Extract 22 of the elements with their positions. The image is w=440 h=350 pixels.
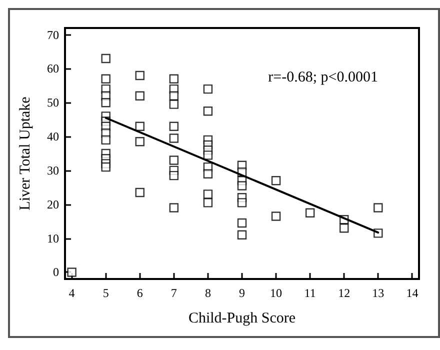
y-tick-label: 10 xyxy=(47,231,59,246)
x-tick-label: 6 xyxy=(136,286,143,300)
x-tick-label: 10 xyxy=(270,286,282,300)
y-tick-label: 0 xyxy=(53,265,59,280)
x-tick-label: 14 xyxy=(406,286,418,300)
x-tick-label: 13 xyxy=(372,286,384,300)
x-tick-label: 7 xyxy=(170,286,177,300)
x-tick-label: 8 xyxy=(204,286,211,300)
y-tick-label: 40 xyxy=(47,130,59,144)
x-axis-title: Child-Pugh Score xyxy=(188,310,296,326)
y-tick-label: 60 xyxy=(47,62,59,76)
x-tick-label: 5 xyxy=(102,286,109,300)
x-tick-label: 11 xyxy=(304,286,316,300)
y-tick-label: 50 xyxy=(47,96,59,110)
x-tick-label: 12 xyxy=(338,286,350,300)
y-tick-label: 20 xyxy=(47,197,59,212)
x-tick-label: 4 xyxy=(68,286,75,300)
y-tick-label: 70 xyxy=(47,28,59,42)
y-tick-label: 30 xyxy=(47,163,59,178)
x-tick-label: 9 xyxy=(239,286,245,300)
y-axis-title: Liver Total Uptake xyxy=(18,96,34,210)
annotation: r=-0.68; p<0.0001 xyxy=(268,70,378,86)
